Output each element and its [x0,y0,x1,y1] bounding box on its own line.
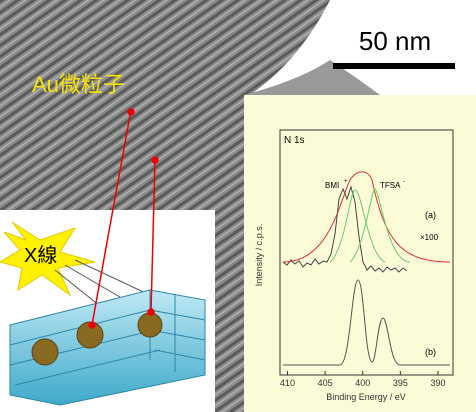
annotation: - [403,179,405,185]
x-tick-label: 405 [318,378,333,388]
panel-title: N 1s [284,135,305,146]
xps-panel [244,95,476,412]
scale-bar [333,63,455,69]
xray-label: X線 [24,244,57,267]
annotation: + [344,179,348,185]
x-tick-label: 410 [280,378,295,388]
y-label: Intensity / c.p.s. [254,224,264,287]
annotation: BMI [325,181,339,190]
x-tick-label: 400 [355,378,370,388]
scale-label: 50 nm [359,26,431,56]
x-label: Binding Energy / eV [326,392,406,402]
annotation: TFSA [380,181,401,190]
x-tick-label: 390 [430,378,445,388]
particle-label: Au微粒子 [32,72,125,97]
annotation: ×100 [420,233,439,242]
annotation: (a) [425,210,436,220]
annotation: (b) [425,347,436,357]
page: 50 nm Au微粒子 X線 N 1s Intensity / c.p.s. B… [0,0,476,412]
x-tick-label: 395 [393,378,408,388]
